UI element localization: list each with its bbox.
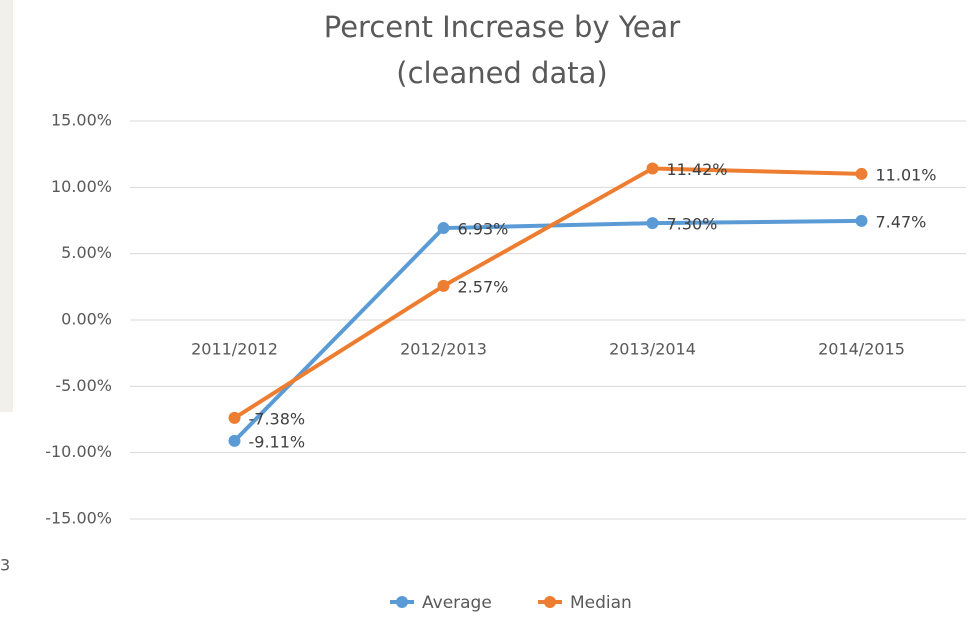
data-label: 11.42% [667, 160, 728, 179]
y-tick-label: 5.00% [61, 243, 112, 262]
data-point [855, 214, 868, 227]
data-point [855, 167, 868, 180]
data-label: 7.30% [667, 215, 718, 234]
data-label: 6.93% [458, 220, 509, 239]
data-point [228, 411, 241, 424]
y-tick-label: -15.00% [45, 509, 112, 528]
x-tick-label: 2014/2015 [818, 340, 905, 359]
data-label: 11.01% [876, 165, 937, 184]
data-label: 7.47% [876, 212, 927, 231]
chart-title: Percent Increase by Year [324, 10, 681, 44]
x-tick-label: 2012/2013 [400, 340, 487, 359]
data-point [228, 434, 241, 447]
x-tick-label: 2013/2014 [609, 340, 696, 359]
data-point [646, 162, 659, 175]
legend-label: Median [570, 593, 632, 613]
data-label: -7.38% [249, 409, 306, 428]
series-line [232, 166, 864, 420]
y-tick-label: -10.00% [45, 442, 112, 461]
side-panel [0, 0, 13, 412]
x-tick-label: 2011/2012 [191, 340, 278, 359]
legend-marker [396, 596, 408, 608]
y-tick-label: 10.00% [51, 177, 112, 196]
data-point [646, 217, 659, 230]
y-tick-label: -5.00% [55, 376, 112, 395]
data-label: -9.11% [249, 432, 306, 451]
legend-label: Average [422, 593, 492, 613]
y-tick-label: 15.00% [51, 111, 112, 130]
legend-marker [544, 596, 556, 608]
data-point [437, 279, 450, 292]
chart-title: (cleaned data) [396, 56, 607, 90]
side-text: 3 [0, 556, 10, 575]
y-tick-label: 0.00% [61, 310, 112, 329]
data-point [437, 222, 450, 235]
data-label: 2.57% [458, 277, 509, 296]
